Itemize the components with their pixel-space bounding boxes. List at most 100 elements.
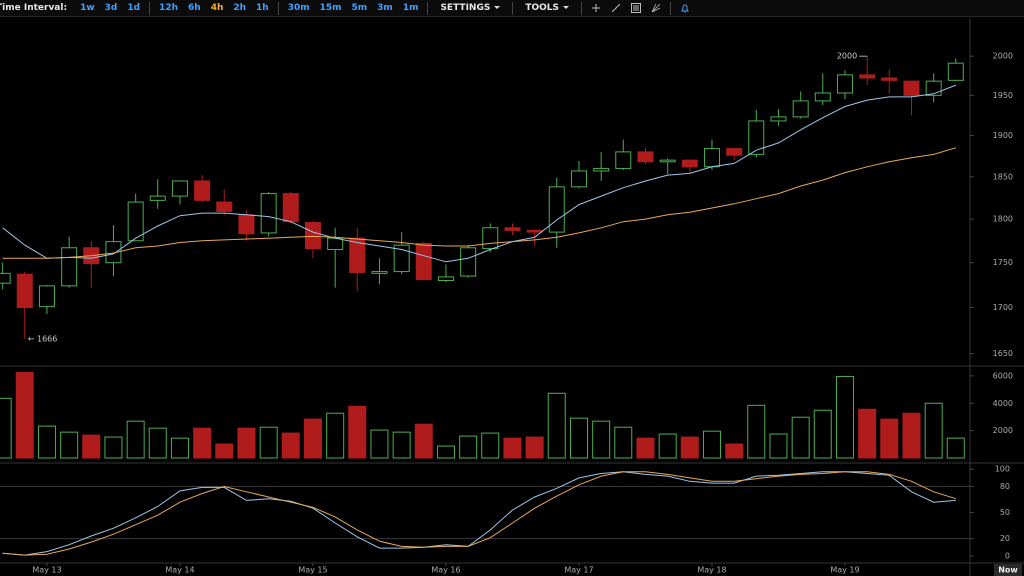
candle-body (16, 273, 33, 309)
candle-body (105, 241, 122, 264)
interval-button[interactable]: 1h (256, 3, 269, 13)
candle-body (703, 148, 720, 168)
volume-bar (148, 427, 167, 459)
candle-body (548, 186, 565, 233)
volume-bar (370, 429, 389, 459)
candle-body (171, 180, 188, 197)
x-tick-label: May 17 (564, 566, 593, 575)
stochastic-line (2, 471, 956, 556)
volume-bar (126, 420, 145, 459)
candle-body (570, 170, 587, 188)
volume-bar (569, 417, 588, 459)
hline-tool[interactable] (631, 3, 641, 13)
moving-average (2, 84, 956, 263)
interval-button[interactable]: 15m (319, 3, 342, 13)
menu-button[interactable]: SETTINGS (440, 3, 500, 13)
candle-body (415, 242, 432, 281)
interval-button[interactable]: 12h (159, 3, 179, 13)
volume-bar (858, 408, 877, 459)
interval-button[interactable]: 3m (377, 3, 393, 13)
alert-tool[interactable] (680, 3, 690, 13)
candle-body (61, 247, 78, 287)
interval-button[interactable]: 2h (233, 3, 247, 13)
interval-button[interactable]: 6h (188, 3, 201, 13)
volume-bar (680, 436, 699, 459)
separator (581, 1, 582, 15)
annotation-label: 2000 (837, 52, 857, 61)
volume-bar (636, 437, 655, 459)
annotation-label: ← 1666 (28, 334, 58, 343)
candle-body (460, 247, 477, 277)
interval-button[interactable]: 1d (127, 3, 141, 13)
x-tick-label: May 16 (431, 566, 460, 575)
fib-tool[interactable] (651, 3, 661, 13)
candle-body (149, 195, 166, 201)
separator (427, 1, 429, 15)
interval-button[interactable]: 5m (351, 3, 368, 13)
interval-button[interactable]: 1m (402, 3, 419, 13)
volume-bar (702, 430, 721, 459)
x-tick-label: May 13 (32, 566, 61, 575)
volume-bar (614, 426, 633, 459)
candle-body (216, 201, 233, 212)
volume-bar (303, 418, 322, 459)
candle-body (659, 159, 676, 163)
x-tick-label: May 18 (697, 566, 726, 575)
toolbar: Time Interval: 1w 3d 1d 12h 6h 4h 2h 1h 30m 15m 5m 3… (0, 0, 1024, 17)
volume-bar (481, 432, 500, 459)
candle-body (881, 77, 898, 81)
moving-average (2, 147, 956, 259)
candle-body (726, 148, 743, 156)
candle-body (792, 100, 809, 118)
y-tick-label: 1650 (993, 349, 1013, 358)
y-tick-label: 1750 (993, 258, 1013, 267)
candle-body (770, 116, 787, 122)
interval-button[interactable]: 4h (210, 3, 224, 13)
volume-bar (237, 427, 256, 459)
crosshair-tool[interactable] (591, 3, 601, 13)
candle-body (0, 272, 11, 284)
volume-bar (215, 443, 234, 459)
separator (670, 1, 671, 15)
volume-bar (193, 427, 212, 459)
y-tick-label: 0 (1005, 551, 1010, 560)
candle-body (127, 201, 144, 242)
volume-bar (326, 412, 345, 459)
y-tick-label: 1850 (993, 172, 1013, 181)
y-tick-label: 20 (1000, 534, 1010, 543)
separator (149, 1, 151, 15)
interval-button[interactable]: 3d (104, 3, 118, 13)
volume-bar (791, 416, 810, 459)
volume-bar (436, 445, 455, 459)
interval-button[interactable]: 30m (287, 3, 310, 13)
candle-body (925, 80, 942, 96)
interval-button[interactable]: 1w (80, 3, 95, 13)
y-tick-label: 100 (995, 465, 1010, 474)
candle-body (482, 227, 499, 250)
volume-bar (170, 437, 189, 459)
volume-bar (946, 437, 965, 459)
candle-body (615, 151, 632, 169)
candle-body (371, 271, 388, 274)
candle-body (194, 180, 211, 201)
volume-bar (747, 404, 766, 459)
menu-button[interactable]: TOOLS (525, 3, 569, 13)
volume-bar (658, 433, 677, 459)
volume-bar (813, 409, 832, 459)
volume-bar (725, 443, 744, 459)
y-tick-label: 2000 (993, 426, 1013, 435)
volume-bar (82, 434, 101, 459)
volume-bar (902, 412, 921, 459)
line-tool[interactable] (611, 3, 621, 13)
volume-bar (15, 371, 34, 459)
candle-body (304, 222, 321, 250)
x-tick-label: May 15 (298, 566, 327, 575)
volume-bar (769, 433, 788, 459)
volume-bar (281, 432, 300, 459)
volume-bar (525, 436, 544, 459)
candle-body (836, 74, 853, 94)
candle-body (393, 244, 410, 273)
volume-bar (348, 405, 367, 459)
